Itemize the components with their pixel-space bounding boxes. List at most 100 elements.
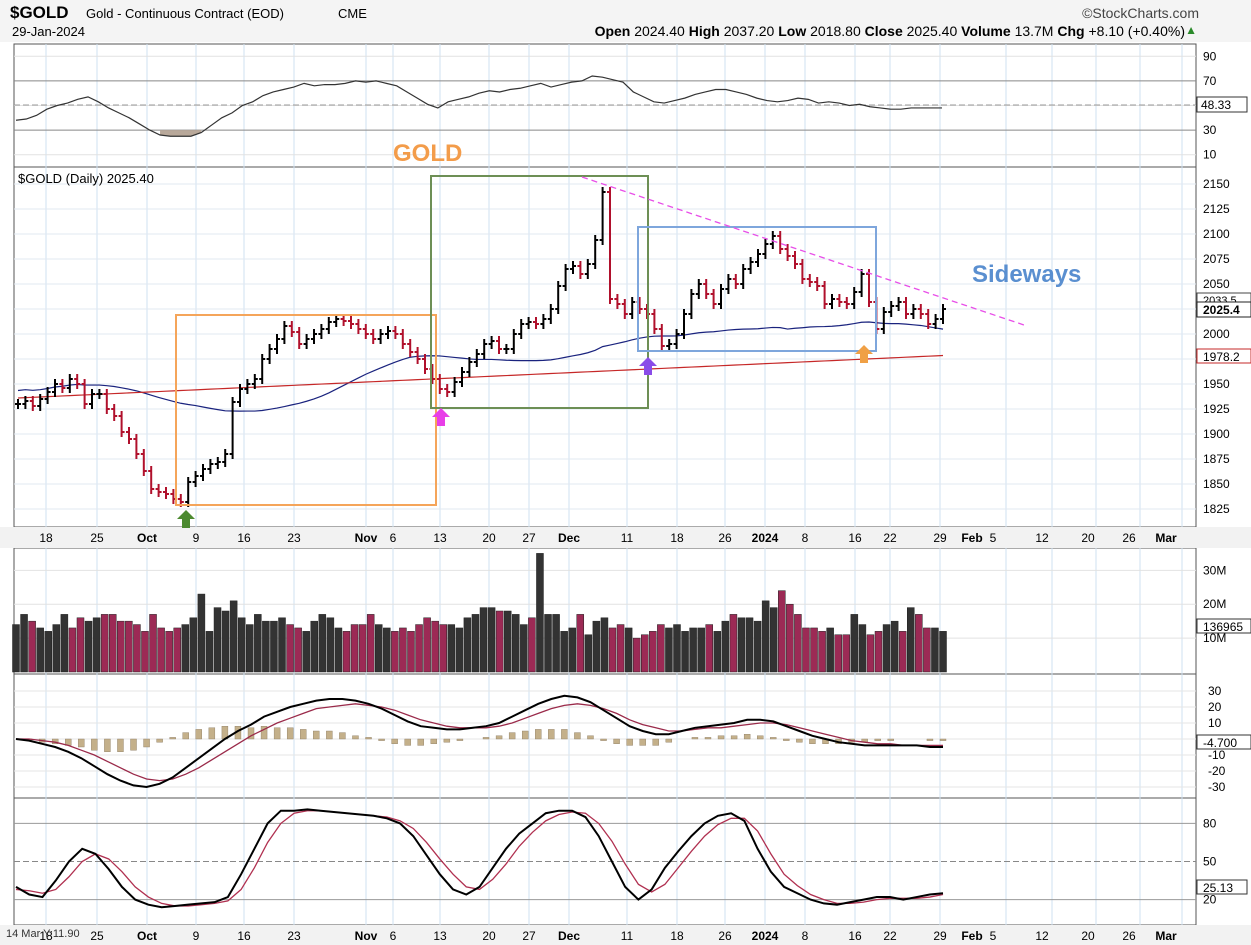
ohlc-bar bbox=[385, 326, 391, 339]
volume-bar bbox=[100, 614, 109, 673]
volume-bar bbox=[745, 617, 754, 673]
date-tick-label: Dec bbox=[558, 531, 580, 545]
volume-bar bbox=[939, 631, 947, 673]
macd-histogram-bar bbox=[926, 738, 934, 741]
date-tick-label: 11 bbox=[621, 929, 634, 943]
ohlc-bar bbox=[392, 326, 399, 339]
volume-bar bbox=[512, 614, 520, 673]
date-tick-label: 2024 bbox=[752, 929, 779, 943]
ohlc-bar bbox=[325, 317, 332, 334]
volume-bar bbox=[915, 614, 923, 673]
macd-histogram-bar bbox=[182, 732, 189, 740]
ohlc-bar bbox=[244, 379, 251, 394]
macd-histogram-bar bbox=[195, 729, 202, 740]
ohlc-bar bbox=[880, 307, 887, 334]
volume-bar bbox=[616, 624, 625, 673]
volume-bar bbox=[802, 627, 810, 673]
volume-bar bbox=[205, 631, 214, 673]
volume-bar bbox=[697, 627, 705, 673]
volume-bar bbox=[931, 627, 939, 673]
ohlc-bar bbox=[688, 289, 695, 319]
volume-tick-label: 20M bbox=[1203, 597, 1226, 611]
brand-logo[interactable]: ©StockCharts.com bbox=[1082, 5, 1199, 21]
ohlc-bar bbox=[133, 434, 140, 459]
ohlc-bar bbox=[718, 284, 724, 309]
ohlc-bar bbox=[540, 314, 547, 329]
macd-tick-label: 10 bbox=[1208, 716, 1222, 730]
macd-panel bbox=[13, 673, 1197, 799]
date-tick-label: 23 bbox=[287, 531, 301, 545]
close-value-box bbox=[1196, 301, 1251, 318]
volume-bar bbox=[125, 620, 133, 673]
ohlc-bar bbox=[296, 327, 303, 349]
date-tick-label: 27 bbox=[522, 531, 536, 545]
ohlc-bar bbox=[858, 269, 865, 297]
ohlc-bar bbox=[732, 274, 739, 289]
volume-bar bbox=[28, 620, 36, 673]
volume-bar bbox=[584, 634, 593, 673]
macd-last-value: -4.700 bbox=[1203, 736, 1237, 750]
date-tick-label: 20 bbox=[482, 929, 496, 943]
volume-bar bbox=[447, 624, 456, 673]
volume-bar bbox=[495, 610, 504, 673]
stoch-last-value: 25.13 bbox=[1203, 881, 1233, 895]
volume-bar bbox=[407, 631, 415, 673]
ohlc-bar bbox=[888, 301, 895, 317]
volume-bar bbox=[229, 600, 238, 673]
pink-up-arrow-icon bbox=[432, 408, 450, 426]
ohlc-bar bbox=[44, 387, 51, 404]
macd-histogram-bar bbox=[652, 738, 659, 746]
volume-bar bbox=[786, 603, 794, 673]
macd-histogram-bar bbox=[143, 738, 150, 748]
volume-bar bbox=[794, 614, 802, 673]
ohlc-bar bbox=[777, 231, 784, 254]
ohlc-bar bbox=[621, 299, 628, 319]
date-tick-label: 16 bbox=[237, 531, 251, 545]
volume-bar bbox=[455, 627, 464, 673]
macd-tick-label: -10 bbox=[1208, 748, 1226, 762]
macd-histogram-bar bbox=[91, 738, 98, 751]
ohlc-bar bbox=[592, 235, 599, 269]
ohlc-bar bbox=[29, 396, 36, 411]
volume-bar bbox=[657, 624, 665, 673]
price-tick-label: 2050 bbox=[1203, 277, 1230, 291]
date-tick-label: 13 bbox=[433, 531, 447, 545]
volume-bar bbox=[92, 617, 101, 673]
ohlc-bar bbox=[414, 347, 421, 364]
macd-histogram-bar bbox=[626, 738, 633, 746]
ohlc-bar bbox=[148, 466, 155, 494]
open-value: 2024.40 bbox=[634, 23, 685, 39]
ohlc-bar bbox=[555, 281, 562, 314]
macd-histogram-bar bbox=[247, 727, 255, 740]
volume-bar bbox=[294, 627, 302, 673]
ohlc-bar bbox=[473, 349, 480, 367]
chg-label: Chg bbox=[1057, 23, 1085, 39]
volume-bar bbox=[842, 634, 851, 673]
ohlc-bar bbox=[466, 357, 473, 377]
price-tick-label: 1950 bbox=[1203, 377, 1230, 391]
downtrend-line bbox=[581, 176, 1028, 327]
ohlc-bar bbox=[89, 389, 95, 409]
volume-bar bbox=[907, 607, 915, 673]
ohlc-bar bbox=[481, 339, 488, 359]
volume-bar bbox=[503, 610, 512, 673]
macd-histogram-bar bbox=[208, 727, 216, 740]
ohlc-bar bbox=[695, 279, 702, 299]
volume-bar bbox=[68, 627, 77, 673]
macd-histogram-bar bbox=[313, 730, 320, 740]
date-label: 29-Jan-2024 bbox=[12, 24, 85, 39]
low-value: 2018.80 bbox=[810, 23, 861, 39]
ohlc-bar bbox=[333, 314, 340, 327]
ohlc-bar bbox=[237, 384, 243, 407]
macd-histogram-bar bbox=[717, 735, 725, 740]
volume-bar bbox=[181, 624, 190, 673]
volume-bar bbox=[608, 627, 617, 673]
date-tick-label: 16 bbox=[848, 531, 862, 545]
date-tick-label: Mar bbox=[1155, 531, 1177, 545]
ma50-line bbox=[17, 321, 944, 412]
ohlc-bar bbox=[200, 464, 206, 481]
ohlc-bar bbox=[806, 274, 813, 287]
macd-histogram-bar bbox=[783, 738, 790, 741]
ohlc-bar bbox=[436, 374, 443, 394]
